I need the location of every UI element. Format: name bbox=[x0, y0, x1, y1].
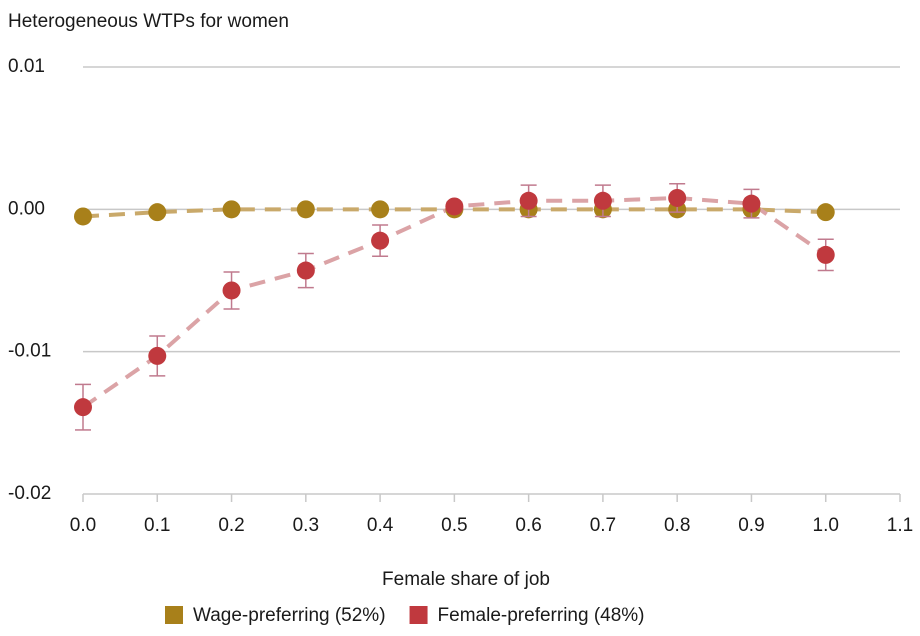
point bbox=[371, 200, 390, 219]
point bbox=[668, 188, 687, 207]
series-line bbox=[81, 195, 827, 409]
x-tick-label: 0.0 bbox=[70, 515, 96, 536]
chart-title: Heterogeneous WTPs for women bbox=[8, 11, 289, 32]
point bbox=[148, 346, 167, 365]
point bbox=[222, 281, 241, 300]
point bbox=[74, 398, 92, 417]
legend-swatch bbox=[409, 606, 428, 624]
y-tick-label: -0.01 bbox=[8, 341, 51, 362]
point bbox=[74, 207, 92, 226]
point bbox=[296, 200, 315, 219]
point bbox=[816, 245, 835, 264]
x-tick-label: 0.7 bbox=[590, 515, 616, 536]
legend-label: Wage-preferring (52%) bbox=[193, 605, 386, 626]
point bbox=[148, 203, 167, 222]
point bbox=[296, 261, 315, 280]
x-tick-label: 0.1 bbox=[144, 515, 170, 536]
y-tick-label: -0.02 bbox=[8, 483, 51, 504]
point bbox=[519, 191, 538, 210]
point bbox=[593, 191, 612, 210]
y-tick-label: 0.01 bbox=[8, 56, 45, 77]
point bbox=[445, 197, 464, 216]
point bbox=[222, 200, 241, 219]
legend-swatch bbox=[165, 606, 183, 624]
x-tick-label: 0.2 bbox=[218, 515, 244, 536]
x-tick-label: 0.5 bbox=[441, 515, 467, 536]
x-tick-label: 0.3 bbox=[293, 515, 319, 536]
point bbox=[816, 203, 835, 222]
x-tick-label: 0.4 bbox=[367, 515, 394, 536]
x-tick-label: 1.1 bbox=[887, 515, 913, 536]
point bbox=[742, 194, 761, 213]
y-tick-label: 0.00 bbox=[8, 198, 45, 219]
x-tick-label: 0.6 bbox=[515, 515, 541, 536]
x-tick-label: 1.0 bbox=[813, 515, 839, 536]
point bbox=[371, 231, 390, 250]
x-tick-label: 0.8 bbox=[664, 515, 690, 536]
x-axis-label: Female share of job bbox=[382, 569, 550, 590]
x-tick-label: 0.9 bbox=[738, 515, 764, 536]
legend-label: Female-preferring (48%) bbox=[438, 605, 645, 626]
